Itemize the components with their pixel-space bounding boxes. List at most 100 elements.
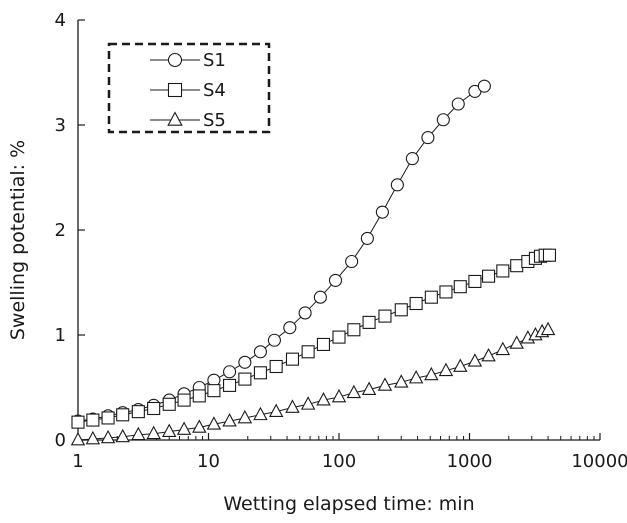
data-point bbox=[116, 408, 130, 422]
data-point bbox=[405, 152, 419, 166]
legend-box bbox=[107, 42, 271, 134]
data-point bbox=[345, 254, 359, 269]
data-point bbox=[283, 321, 297, 335]
data-point bbox=[482, 269, 496, 283]
data-point bbox=[390, 178, 404, 192]
data-point bbox=[540, 321, 556, 336]
data-point bbox=[176, 421, 192, 435]
data-point bbox=[85, 430, 101, 445]
series-line bbox=[77, 85, 485, 422]
data-point bbox=[375, 205, 389, 219]
data-point bbox=[223, 378, 237, 392]
x-tick-label: 10 bbox=[197, 451, 220, 472]
data-point bbox=[510, 259, 524, 273]
legend-label: S1 bbox=[203, 50, 226, 71]
data-point bbox=[71, 415, 85, 429]
legend-marker bbox=[167, 82, 183, 98]
data-point bbox=[161, 423, 177, 437]
y-tick-label: 0 bbox=[55, 430, 66, 451]
x-tick-label: 1000 bbox=[447, 451, 493, 472]
data-point bbox=[316, 392, 331, 406]
data-point bbox=[101, 411, 115, 425]
y-tick-label: 2 bbox=[55, 220, 66, 241]
series-line bbox=[77, 329, 549, 441]
data-point bbox=[378, 309, 392, 323]
y-axis-ticks: 0 1 2 3 4 bbox=[55, 10, 85, 451]
data-point bbox=[451, 97, 465, 111]
data-point bbox=[207, 384, 221, 398]
data-point bbox=[268, 403, 284, 418]
data-point bbox=[100, 429, 116, 444]
data-point bbox=[267, 333, 281, 347]
legend-label: S4 bbox=[203, 80, 226, 101]
data-point bbox=[360, 231, 374, 245]
data-point bbox=[439, 285, 453, 299]
data-point bbox=[223, 365, 237, 379]
legend-label: S5 bbox=[203, 110, 226, 131]
data-point bbox=[467, 353, 483, 367]
legend: S1 S4 S5 bbox=[107, 42, 271, 134]
data-point bbox=[331, 388, 347, 403]
data-point bbox=[269, 359, 283, 374]
data-point bbox=[253, 366, 267, 380]
data-point bbox=[409, 296, 423, 311]
data-point bbox=[436, 113, 450, 127]
data-point bbox=[192, 389, 206, 403]
data-point bbox=[238, 355, 252, 369]
data-point bbox=[468, 274, 482, 289]
data-point bbox=[238, 372, 252, 386]
data-point bbox=[481, 347, 496, 362]
x-axis-label: Wetting elapsed time: min bbox=[223, 493, 474, 515]
data-point bbox=[346, 384, 362, 399]
data-point bbox=[424, 366, 439, 381]
data-point bbox=[206, 416, 222, 430]
data-point bbox=[285, 399, 300, 413]
data-point bbox=[361, 381, 377, 395]
data-point bbox=[394, 374, 409, 388]
data-point bbox=[300, 396, 316, 410]
data-point bbox=[328, 273, 343, 287]
data-point bbox=[332, 330, 346, 344]
data-point bbox=[146, 425, 161, 440]
x-tick-label: 1 bbox=[72, 451, 83, 472]
data-point bbox=[377, 377, 393, 391]
data-point bbox=[477, 79, 491, 93]
data-point bbox=[408, 369, 424, 384]
data-point bbox=[131, 426, 146, 441]
data-point bbox=[131, 405, 145, 419]
data-point bbox=[253, 345, 267, 359]
data-point bbox=[424, 290, 438, 304]
legend-marker bbox=[167, 111, 183, 126]
data-point bbox=[298, 306, 312, 320]
data-point bbox=[542, 248, 557, 262]
data-point bbox=[192, 419, 207, 433]
data-point bbox=[237, 409, 253, 424]
data-point bbox=[86, 413, 100, 427]
data-point bbox=[347, 323, 361, 337]
y-tick-label: 1 bbox=[55, 325, 66, 346]
data-point bbox=[177, 393, 191, 407]
data-point bbox=[362, 315, 376, 329]
data-point bbox=[253, 406, 268, 421]
data-point bbox=[394, 303, 408, 317]
data-point bbox=[162, 397, 176, 411]
series-s5 bbox=[70, 321, 556, 446]
legend-marker bbox=[167, 52, 183, 68]
data-point bbox=[421, 131, 435, 145]
data-point bbox=[222, 413, 237, 427]
data-point bbox=[115, 428, 130, 443]
data-point bbox=[147, 401, 161, 416]
data-point bbox=[316, 337, 330, 352]
y-tick-label: 4 bbox=[55, 10, 66, 31]
data-point bbox=[70, 431, 86, 446]
data-point bbox=[509, 335, 524, 349]
x-axis-ticks: 1 10 100 1000 10000 bbox=[72, 433, 627, 472]
x-tick-label: 10000 bbox=[571, 451, 627, 472]
y-axis-label: Swelling potential: % bbox=[7, 140, 29, 340]
data-point bbox=[453, 358, 468, 372]
data-point bbox=[496, 264, 510, 278]
series-s4 bbox=[71, 248, 557, 429]
data-point bbox=[438, 362, 454, 377]
